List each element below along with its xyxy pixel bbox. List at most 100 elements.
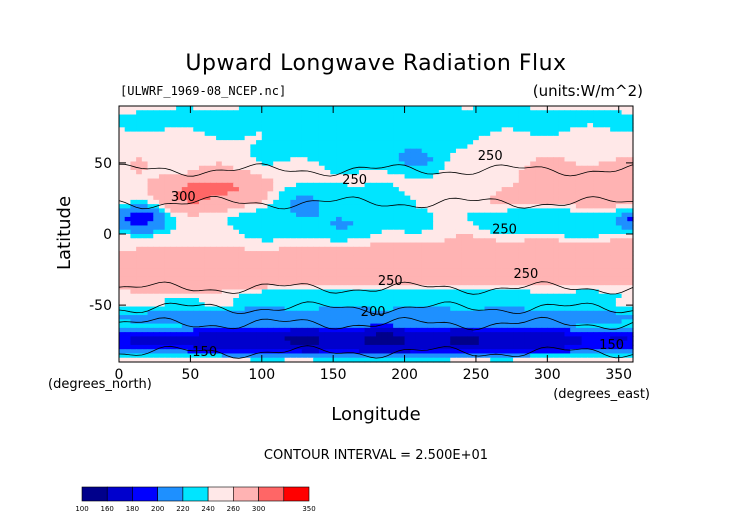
- heatmap-cell: [610, 195, 617, 201]
- heatmap-cell: [553, 323, 560, 329]
- heatmap-cell: [381, 195, 389, 201]
- heatmap-cell: [593, 123, 600, 128]
- heatmap-cell: [593, 272, 600, 278]
- heatmap-cell: [198, 106, 206, 111]
- heatmap-cell: [530, 152, 537, 158]
- heatmap-cell: [187, 289, 194, 295]
- heatmap-cell: [495, 199, 503, 205]
- heatmap-cell: [307, 174, 314, 180]
- heatmap-cell: [575, 285, 583, 291]
- heatmap-cell: [370, 144, 377, 150]
- heatmap-cell: [136, 229, 143, 235]
- heatmap-cell: [267, 289, 274, 295]
- heatmap-cell: [256, 336, 263, 342]
- heatmap-cell: [353, 216, 360, 222]
- heatmap-cell: [427, 276, 434, 282]
- heatmap-cell: [284, 187, 291, 192]
- heatmap-cell: [278, 280, 286, 286]
- heatmap-cell: [176, 204, 183, 209]
- heatmap-cell: [398, 208, 406, 214]
- heatmap-cell: [501, 234, 508, 239]
- heatmap-cell: [490, 272, 497, 278]
- heatmap-cell: [381, 123, 389, 128]
- heatmap-cell: [535, 336, 543, 342]
- heatmap-cell: [313, 293, 320, 299]
- heatmap-cell: [261, 310, 269, 316]
- heatmap-cell: [387, 221, 394, 227]
- heatmap-cell: [210, 332, 217, 337]
- heatmap-cell: [507, 110, 514, 116]
- heatmap-cell: [553, 276, 560, 282]
- heatmap-cell: [296, 106, 303, 111]
- heatmap-cell: [130, 165, 137, 171]
- heatmap-cell: [164, 298, 171, 303]
- heatmap-cell: [307, 204, 314, 209]
- heatmap-cell: [330, 208, 337, 214]
- heatmap-cell: [318, 225, 326, 231]
- heatmap-cell: [336, 306, 343, 312]
- heatmap-cell: [141, 114, 149, 120]
- heatmap-cell: [421, 208, 428, 214]
- heatmap-cell: [404, 234, 411, 239]
- heatmap-cell: [553, 182, 560, 188]
- heatmap-cell: [627, 255, 634, 261]
- heatmap-cell: [478, 336, 486, 342]
- heatmap-cell: [336, 118, 343, 124]
- heatmap-cell: [301, 293, 309, 299]
- heatmap-cell: [336, 255, 343, 261]
- heatmap-cell: [158, 135, 166, 141]
- heatmap-cell: [524, 251, 531, 256]
- heatmap-cell: [124, 298, 132, 303]
- heatmap-cell: [478, 285, 486, 291]
- heatmap-cell: [358, 246, 366, 252]
- heatmap-cell: [547, 106, 554, 111]
- heatmap-cell: [387, 216, 394, 222]
- heatmap-cell: [421, 199, 428, 205]
- heatmap-cell: [376, 170, 383, 175]
- heatmap-cell: [455, 199, 463, 205]
- heatmap-cell: [238, 276, 246, 282]
- heatmap-cell: [553, 178, 560, 184]
- heatmap-cell: [347, 144, 354, 150]
- heatmap-cell: [564, 293, 571, 299]
- heatmap-cell: [136, 242, 143, 248]
- heatmap-cell: [164, 144, 171, 150]
- heatmap-cell: [501, 315, 508, 320]
- heatmap-cell: [193, 259, 200, 265]
- heatmap-cell: [141, 140, 149, 145]
- heatmap-cell: [256, 319, 263, 325]
- heatmap-cell: [290, 306, 297, 312]
- heatmap-cell: [615, 268, 623, 273]
- heatmap-cell: [364, 268, 371, 273]
- heatmap-cell: [524, 229, 531, 235]
- heatmap-cell: [467, 165, 474, 171]
- heatmap-cell: [153, 336, 160, 342]
- heatmap-cell: [398, 259, 406, 265]
- heatmap-cell: [358, 327, 366, 333]
- heatmap-cell: [278, 293, 286, 299]
- heatmap-cell: [176, 255, 183, 261]
- heatmap-cell: [210, 272, 217, 278]
- heatmap-cell: [267, 144, 274, 150]
- heatmap-cell: [604, 144, 611, 150]
- heatmap-cell: [376, 289, 383, 295]
- heatmap-cell: [341, 298, 349, 303]
- heatmap-cell: [444, 195, 451, 201]
- heatmap-cell: [187, 251, 194, 256]
- heatmap-cell: [318, 229, 326, 235]
- heatmap-cell: [450, 259, 457, 265]
- heatmap-cell: [347, 127, 354, 133]
- heatmap-cell: [364, 276, 371, 282]
- heatmap-cell: [404, 229, 411, 235]
- heatmap-cell: [604, 332, 611, 337]
- heatmap-cell: [564, 251, 571, 256]
- heatmap-cell: [318, 114, 326, 120]
- heatmap-cell: [598, 208, 606, 214]
- heatmap-cell: [547, 114, 554, 120]
- heatmap-cell: [587, 148, 594, 154]
- heatmap-cell: [221, 212, 229, 218]
- heatmap-cell: [198, 191, 206, 197]
- heatmap-cell: [233, 144, 240, 150]
- heatmap-cell: [433, 204, 440, 209]
- heatmap-cell: [570, 293, 577, 299]
